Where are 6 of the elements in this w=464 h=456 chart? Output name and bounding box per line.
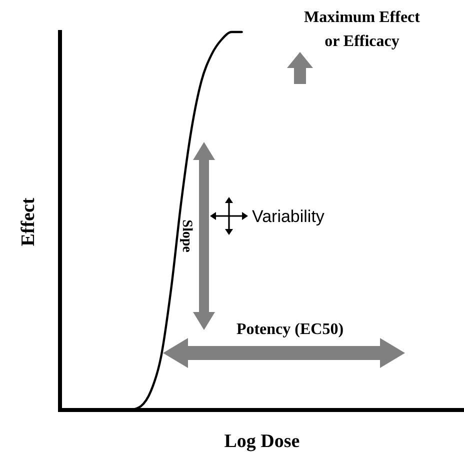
annotation: Maximum Effect or Efficacy xyxy=(304,9,421,50)
annotation: Potency (EC50) xyxy=(236,321,344,338)
x-axis-title: Log Dose xyxy=(224,431,300,452)
y-axis-title: Effect xyxy=(18,197,39,246)
annotation: Slope xyxy=(179,220,194,252)
annotation: Variability xyxy=(252,207,325,226)
